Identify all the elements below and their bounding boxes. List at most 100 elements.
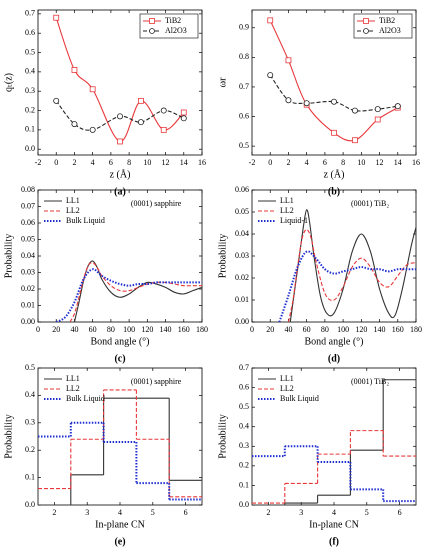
y-tick-label: 0.2 [25, 105, 35, 114]
marker [180, 109, 187, 116]
y-tick-label: 0.3 [239, 441, 249, 450]
legend-marker [149, 28, 155, 34]
x-axis-title: Bond angle (°) [91, 336, 150, 347]
marker [137, 119, 144, 126]
series-line [289, 209, 416, 322]
marker [89, 126, 96, 133]
y-tick-label: 0.1 [25, 125, 35, 134]
x-tick-label: 100 [337, 325, 349, 334]
y-axis-title: Probability [3, 234, 14, 278]
marker [267, 72, 274, 79]
legend-label: LL1 [280, 196, 294, 205]
marker [138, 97, 144, 104]
panel: 2 3 4 5 6 0.0 0.1 0.2 0.3 0.4 0.5 0.6 0.7 In-plane CN… [217, 363, 417, 547]
y-tick-label: 0.6 [25, 28, 35, 37]
panel-label: (e) [114, 536, 125, 547]
panel-label: (c) [114, 353, 125, 364]
series-line [55, 268, 202, 322]
legend-label: LL1 [280, 374, 294, 383]
series-line [278, 250, 416, 322]
y-tick-label: 0.0 [239, 500, 249, 509]
x-tick-label: 6 [398, 508, 402, 517]
panel: -2 0 2 4 6 8 10 12 14 16 0.5 0.6 0.7 0.8 0.9 z (Å) ωr (b)… [217, 9, 420, 197]
marker [117, 138, 123, 145]
series-line [269, 20, 399, 142]
x-tick-label: 80 [107, 325, 115, 334]
x-axis-title: In-plane CN [95, 519, 145, 530]
x-tick-label: 5 [151, 508, 155, 517]
panel: 0 20 40 60 80 100 120 140 160 180 0.00 0.01 0.02 0.03… [217, 185, 422, 364]
y-tick-label: 0.3 [25, 86, 35, 95]
x-tick-label: 160 [392, 325, 404, 334]
x-tick-label: 2 [52, 508, 56, 517]
x-tick-label: 16 [198, 158, 206, 167]
series-line [269, 74, 398, 112]
series-line [73, 260, 202, 322]
marker [374, 116, 381, 123]
marker [285, 57, 292, 64]
panel-label: (f) [329, 536, 339, 547]
series-line [69, 262, 202, 322]
marker [330, 98, 337, 105]
x-tick-label: 10 [357, 158, 365, 167]
x-tick-label: 14 [180, 158, 188, 167]
marker [89, 86, 96, 93]
panel-label: (d) [328, 353, 340, 364]
x-axis-title: In-plane CN [309, 519, 359, 530]
legend-label: LL1 [66, 374, 80, 383]
x-tick-label: 80 [321, 325, 329, 334]
legend-marker [149, 18, 155, 24]
panel: 0 20 40 60 80 100 120 140 160 180 0.00 0.01 0.02 0.03… [3, 185, 208, 364]
legend-label: LL2 [280, 384, 294, 393]
y-tick-label: 0.03 [21, 267, 35, 276]
y-tick-label: 0.4 [25, 67, 35, 76]
y-tick-label: 0.1 [25, 472, 35, 481]
legend-label: Bulk Liquid [66, 216, 105, 225]
marker [351, 107, 358, 114]
y-axis-title: Probability [217, 234, 228, 278]
x-tick-label: 10 [143, 158, 151, 167]
marker [285, 97, 292, 104]
x-tick-label: 0 [36, 325, 40, 334]
x-tick-label: 12 [376, 158, 384, 167]
marker [352, 137, 358, 144]
x-tick-label: 4 [332, 508, 336, 517]
x-tick-label: 140 [374, 325, 386, 334]
annotation: (0001) sapphire [131, 199, 182, 208]
legend-label: LL2 [66, 206, 80, 215]
x-tick-label: 6 [184, 508, 188, 517]
y-tick-label: 0.05 [235, 207, 249, 216]
y-tick-label: 0.1 [239, 480, 249, 489]
x-tick-label: -2 [249, 158, 256, 167]
y-axis-title: ωr [217, 77, 228, 88]
plot-frame [37, 9, 203, 156]
marker [394, 103, 401, 110]
legend-marker [363, 28, 369, 34]
y-tick-label: 0.5 [25, 47, 35, 56]
legend-label: Bulk Liquid [66, 394, 105, 403]
x-axis-title: z (Å) [324, 168, 345, 180]
legend-label: Al2O3 [165, 26, 187, 35]
marker [180, 115, 187, 122]
x-tick-label: -2 [35, 158, 42, 167]
plot-frame [251, 189, 417, 323]
marker [71, 121, 78, 128]
x-tick-label: 16 [412, 158, 420, 167]
y-tick-label: 0.5 [239, 141, 249, 150]
y-tick-label: 0.01 [21, 300, 35, 309]
y-tick-label: 0.06 [235, 185, 249, 194]
marker [53, 14, 60, 21]
y-axis-title: Probability [3, 414, 14, 458]
legend-box [353, 13, 413, 39]
x-tick-label: 3 [299, 508, 303, 517]
y-tick-label: 0.00 [21, 317, 35, 326]
y-tick-label: 0.2 [239, 461, 249, 470]
legend-label: TiB2 [379, 16, 395, 25]
legend-label: Bulk Liquid [280, 394, 319, 403]
x-tick-label: 60 [303, 325, 311, 334]
y-tick-label: 0.2 [25, 445, 35, 454]
x-axis-title: Bond angle (°) [305, 336, 364, 347]
x-tick-label: 2 [72, 158, 76, 167]
y-tick-label: 0.4 [239, 422, 249, 431]
